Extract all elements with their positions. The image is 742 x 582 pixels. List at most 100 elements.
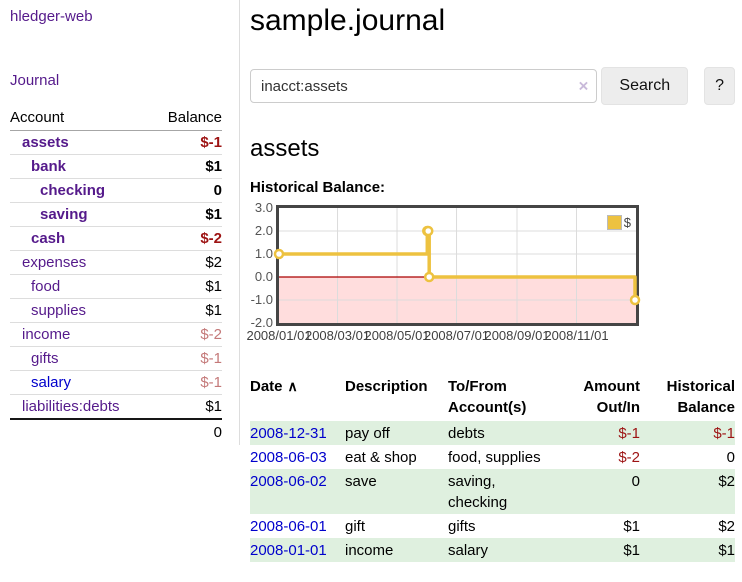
transaction-accounts: salary [448,542,489,559]
x-tick-label: 2008/11/01 [544,328,609,343]
chart-plot: $ [273,205,641,326]
transaction-date-link[interactable]: 2008-06-03 [250,449,327,466]
transaction-date-link[interactable]: 2008-06-01 [250,518,327,535]
account-link-salary[interactable]: salary [31,374,72,391]
search-box: × [250,69,598,103]
account-row: expenses $2 [10,250,222,275]
account-link-saving[interactable]: saving [40,206,88,223]
account-column-header: Account [10,106,152,131]
register-tbody: 2008-12-31 pay off debts $-1 $-1 2008-06-03 ea… [250,421,735,562]
account-link-cash[interactable]: cash [31,230,66,247]
transaction-accounts: gifts [448,518,476,535]
transaction-description: income [345,542,394,559]
y-tick-label: 3.0 [254,200,273,215]
transaction-description: pay off [345,425,390,442]
transaction-date-link[interactable]: 2008-12-31 [250,425,327,442]
transaction-balance: $1 [718,542,735,559]
transaction-accounts: debts [448,425,485,442]
account-balance: $1 [151,298,222,323]
account-row: liabilities:debts $1 [10,395,222,420]
transaction-date-cell: 2008-06-03 [250,445,345,469]
sidebar-accounts-table: Account Balance assets $-1 bank $1 checking 0… [10,106,222,445]
transaction-date-cell: 2008-06-01 [250,514,345,538]
transaction-accounts: food, supplies [448,449,541,466]
account-row: food $1 [10,274,222,299]
data-point-marker [273,248,285,260]
account-balance: $2 [151,250,222,275]
brand-link[interactable]: hledger-web [10,8,93,25]
balance-column-header: Balance [151,106,222,131]
sidebar-header-row: Account Balance [10,106,222,131]
x-tick-label: 2008/05/01 [364,328,430,343]
x-tick-label: 2008/07/01 [423,328,490,343]
search-bar: × Search ? [250,67,735,105]
transaction-amount: $1 [623,518,640,535]
date-column-header[interactable]: Date ∧ [250,376,345,421]
nav-journal-link[interactable]: Journal [10,72,60,89]
main-content: sample.journal × Search ? assets Histori… [246,0,735,562]
accounts-column-header: To/From Account(s) [448,378,527,416]
legend-label: $ [623,215,631,230]
account-balance: $1 [151,154,222,179]
date-column-label: Date [250,378,283,395]
y-tick-label: 2.0 [254,223,273,238]
total-balance: 0 [151,418,222,445]
x-tick-label: 2008/01/01 [246,328,312,343]
account-balance: $1 [151,274,222,299]
account-row: income $-2 [10,322,222,347]
account-link-food[interactable]: food [31,278,61,295]
clear-search-icon[interactable]: × [578,76,589,96]
amount-column-header: Amount Out/In [583,378,640,416]
sidebar: hledger-web Journal Account Balance asse… [0,0,240,445]
account-link-assets[interactable]: assets [22,134,69,151]
transaction-date-cell: 2008-01-01 [250,538,345,562]
transaction-date-link[interactable]: 2008-06-02 [250,473,327,490]
account-heading: assets [250,135,320,162]
account-balance: 0 [151,178,222,203]
transaction-date-cell: 2008-06-02 [250,469,345,514]
transaction-balance: $2 [718,518,735,535]
transaction-row: 2008-06-03 eat & shop food, supplies $-2 0 [250,445,735,469]
chart-title: Historical Balance: [250,179,386,196]
x-tick-label: 2008/09/01 [484,328,550,343]
transaction-date-link[interactable]: 2008-01-01 [250,542,327,559]
account-link-expenses[interactable]: expenses [22,254,87,271]
transaction-balance: $-1 [713,425,735,442]
register-header-row: Date ∧ Description To/From Account(s) Amo… [250,376,735,421]
account-row: cash $-2 [10,226,222,251]
transaction-balance: 0 [726,449,735,466]
description-column-header: Description [345,378,428,395]
help-button[interactable]: ? [704,67,735,105]
account-balance: $-2 [151,322,222,347]
account-balance: $-1 [151,130,222,155]
account-link-checking[interactable]: checking [40,182,106,199]
register-table: Date ∧ Description To/From Account(s) Amo… [250,376,735,562]
account-balance: $-1 [151,370,222,395]
account-link-supplies[interactable]: supplies [31,302,87,319]
page-title: sample.journal [250,4,446,37]
transaction-amount: $-1 [618,425,640,442]
y-tick-label: 1.0 [254,246,273,261]
search-button[interactable]: Search [601,67,689,105]
account-row: bank $1 [10,154,222,179]
account-row: gifts $-1 [10,346,222,371]
search-input[interactable] [250,69,598,103]
y-tick-label: -1.0 [250,292,273,307]
account-link-gifts[interactable]: gifts [31,350,59,367]
transaction-amount: $-2 [618,449,640,466]
account-row: saving $1 [10,202,222,227]
account-link-income[interactable]: income [22,326,71,343]
legend-swatch-icon [606,215,622,230]
chart-legend: $ [606,215,631,230]
transaction-description: eat & shop [345,449,417,466]
transaction-row: 2008-06-02 save saving, checking 0 $2 [250,469,735,514]
account-row: supplies $1 [10,298,222,323]
total-row: 0 [10,418,222,445]
account-balance: $-2 [151,226,222,251]
account-link-liabilities-debts[interactable]: liabilities:debts [22,398,120,415]
transaction-amount: $1 [623,542,640,559]
transaction-description: save [345,473,377,490]
data-point-marker [629,294,641,306]
account-link-bank[interactable]: bank [31,158,67,175]
x-tick-label: 2008/03/01 [304,328,371,343]
